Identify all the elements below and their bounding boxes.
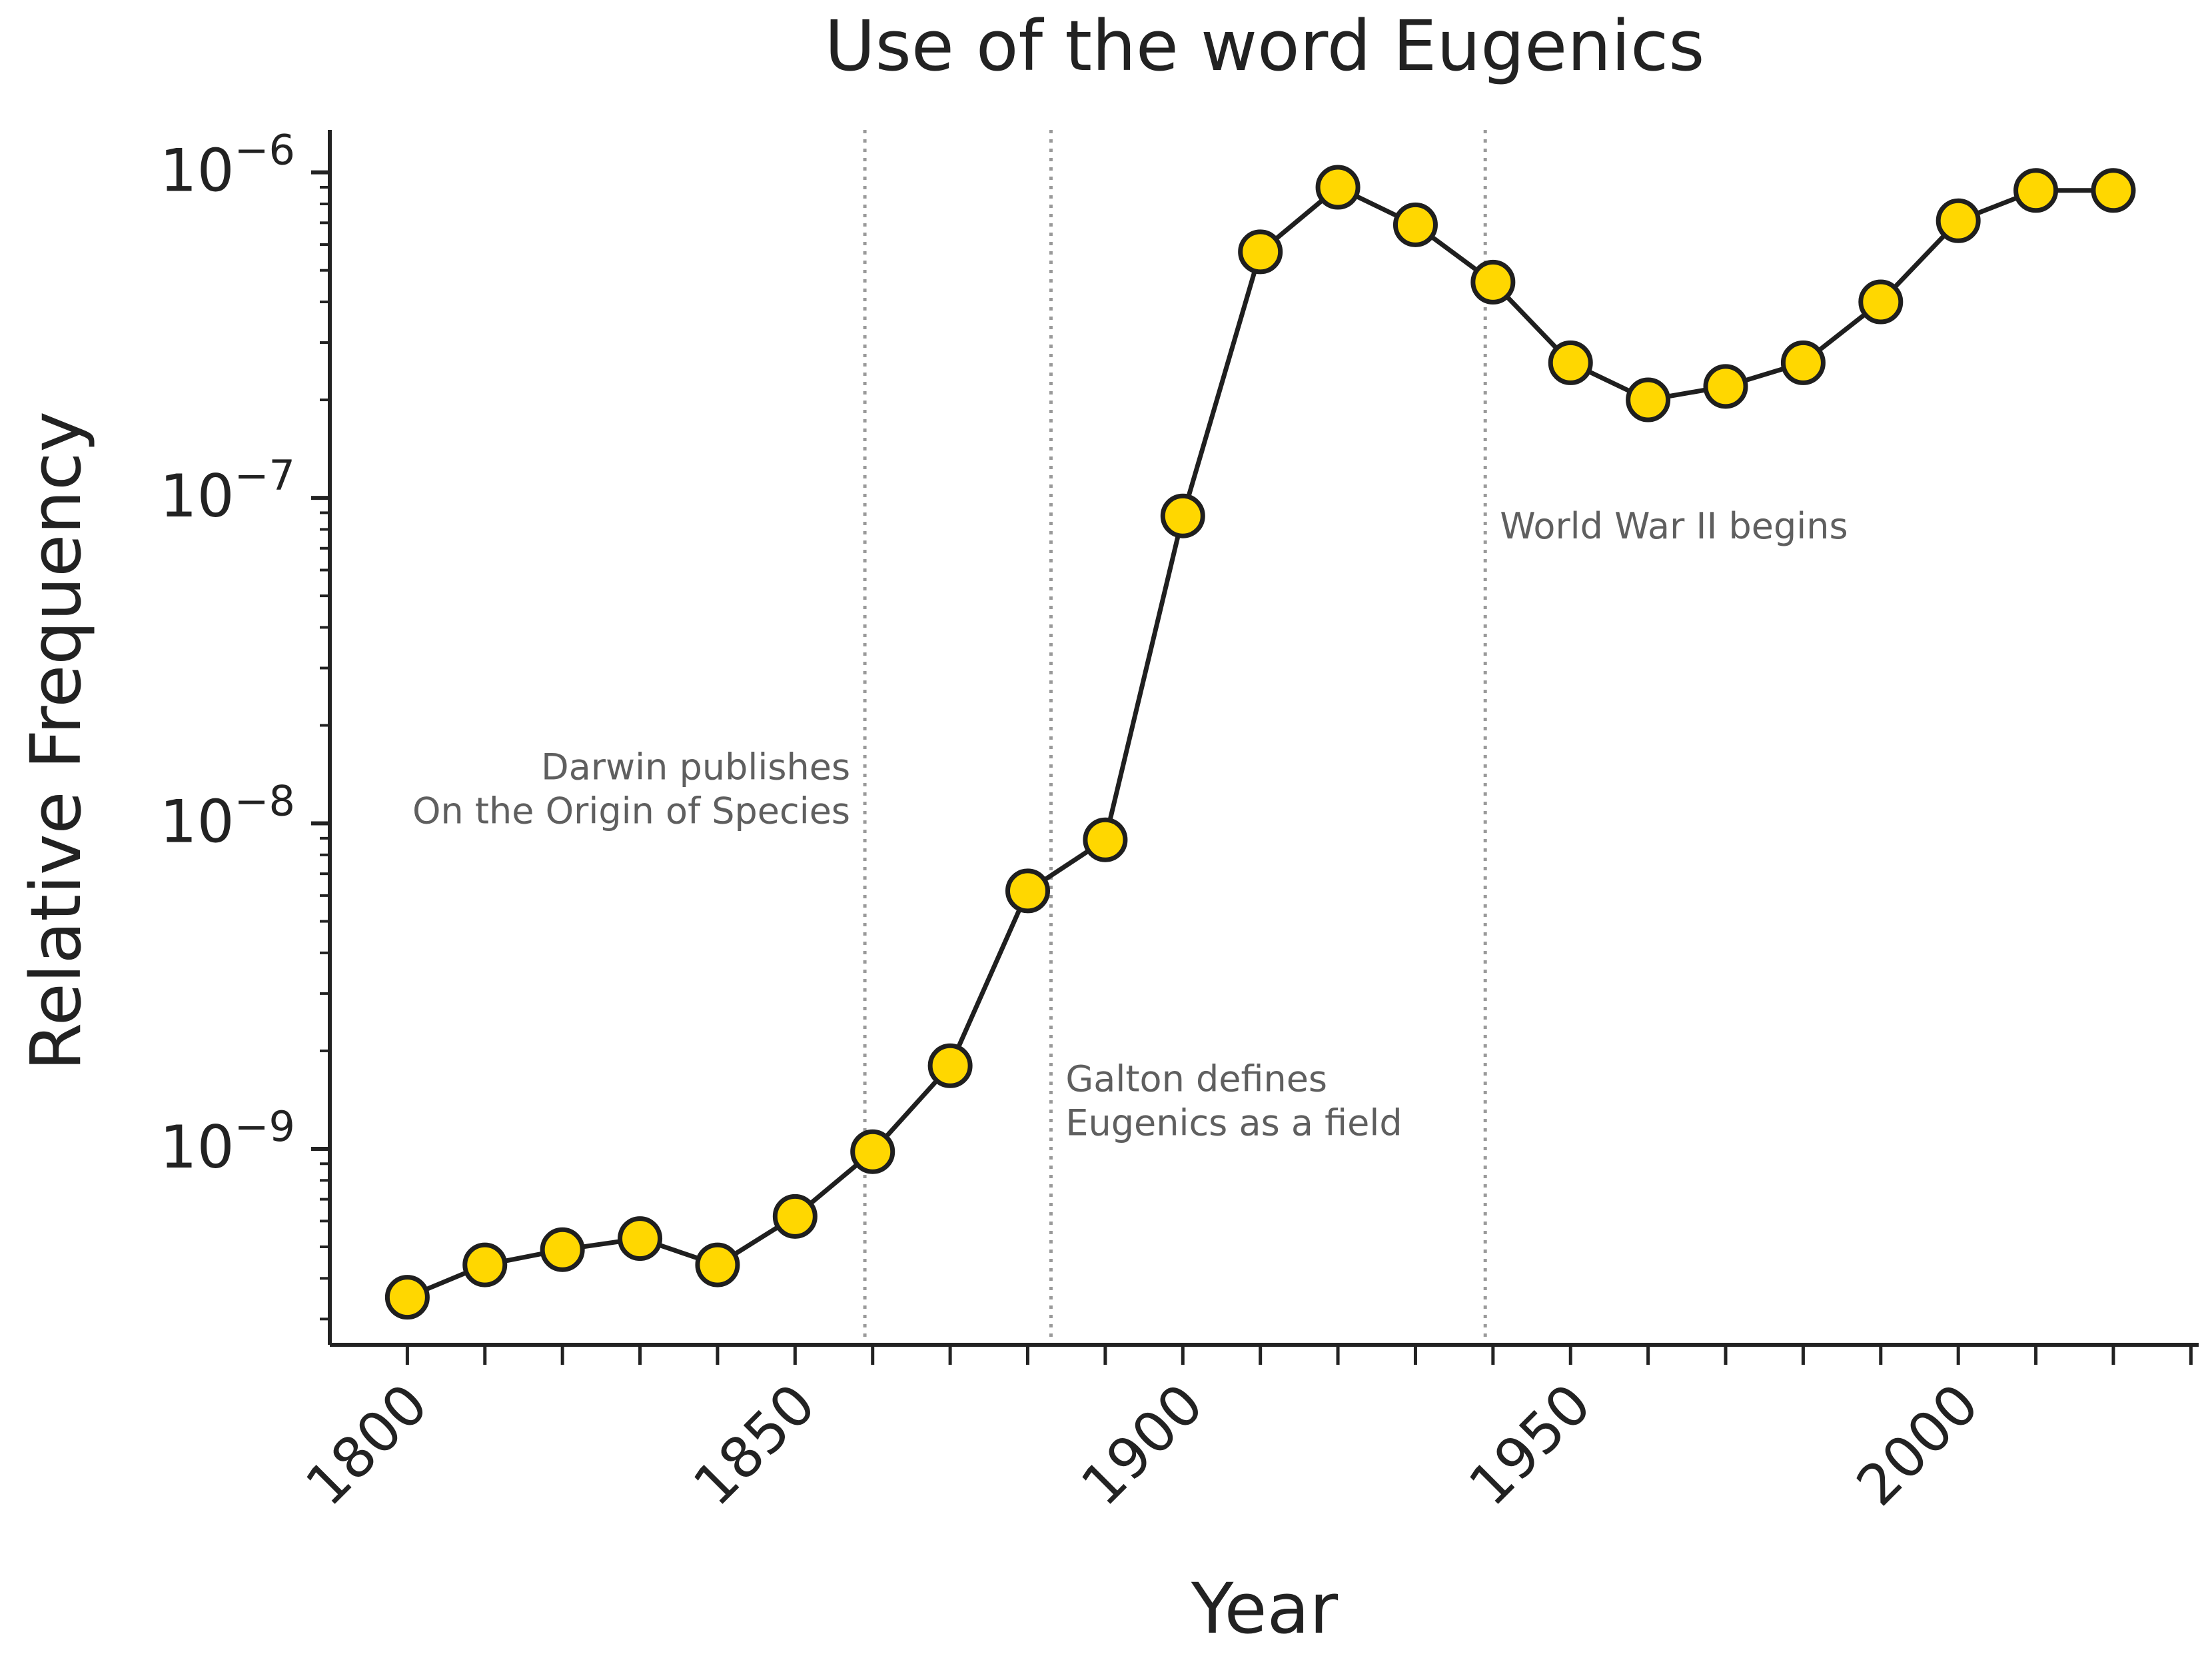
data-point (1238, 229, 1283, 275)
data-point (772, 1194, 818, 1239)
annotation-text: World War II begins (1500, 505, 1848, 547)
annotation-text: Eugenics as a field (1065, 1102, 1402, 1144)
data-point (462, 1242, 508, 1287)
data-point (1626, 377, 1671, 422)
y-tick-label: 10−8 (160, 777, 295, 856)
data-point (1083, 817, 1128, 862)
data-point (2091, 168, 2136, 213)
data-series (384, 165, 2136, 1320)
x-tick-label: 1950 (1456, 1371, 1603, 1518)
data-point (1315, 165, 1361, 210)
data-point (1703, 364, 1748, 409)
data-point (384, 1275, 430, 1320)
data-point (695, 1242, 740, 1287)
event-lines (863, 130, 1487, 1345)
data-point (1858, 279, 1904, 325)
y-tick-label: 10−6 (160, 126, 295, 205)
x-axis-label: Year (1191, 1568, 1338, 1649)
data-point (1470, 259, 1516, 305)
data-point (1548, 340, 1593, 385)
y-axis-label: Relative Frequency (15, 411, 97, 1071)
data-point (1780, 340, 1826, 385)
data-point (1005, 868, 1051, 914)
data-point (618, 1216, 663, 1261)
data-point (2013, 168, 2059, 213)
y-tick-label: 10−9 (160, 1102, 295, 1182)
data-point (850, 1129, 895, 1174)
chart-title: Use of the word Eugenics (825, 5, 1705, 87)
annotation-text: Darwin publishes (541, 746, 850, 788)
data-point (1936, 198, 1981, 243)
annotation-text: On the Origin of Species (412, 790, 850, 832)
annotation-text: Galton defines (1065, 1058, 1327, 1100)
x-tick-label: 1900 (1069, 1371, 1215, 1518)
y-tick-label: 10−7 (160, 451, 295, 530)
data-point (540, 1227, 585, 1272)
data-point (1160, 493, 1205, 538)
x-tick-label: 1800 (293, 1371, 440, 1518)
data-point (1392, 202, 1438, 247)
x-tick-label: 1850 (681, 1371, 828, 1518)
x-tick-label: 2000 (1844, 1371, 1991, 1518)
data-point (927, 1043, 973, 1088)
